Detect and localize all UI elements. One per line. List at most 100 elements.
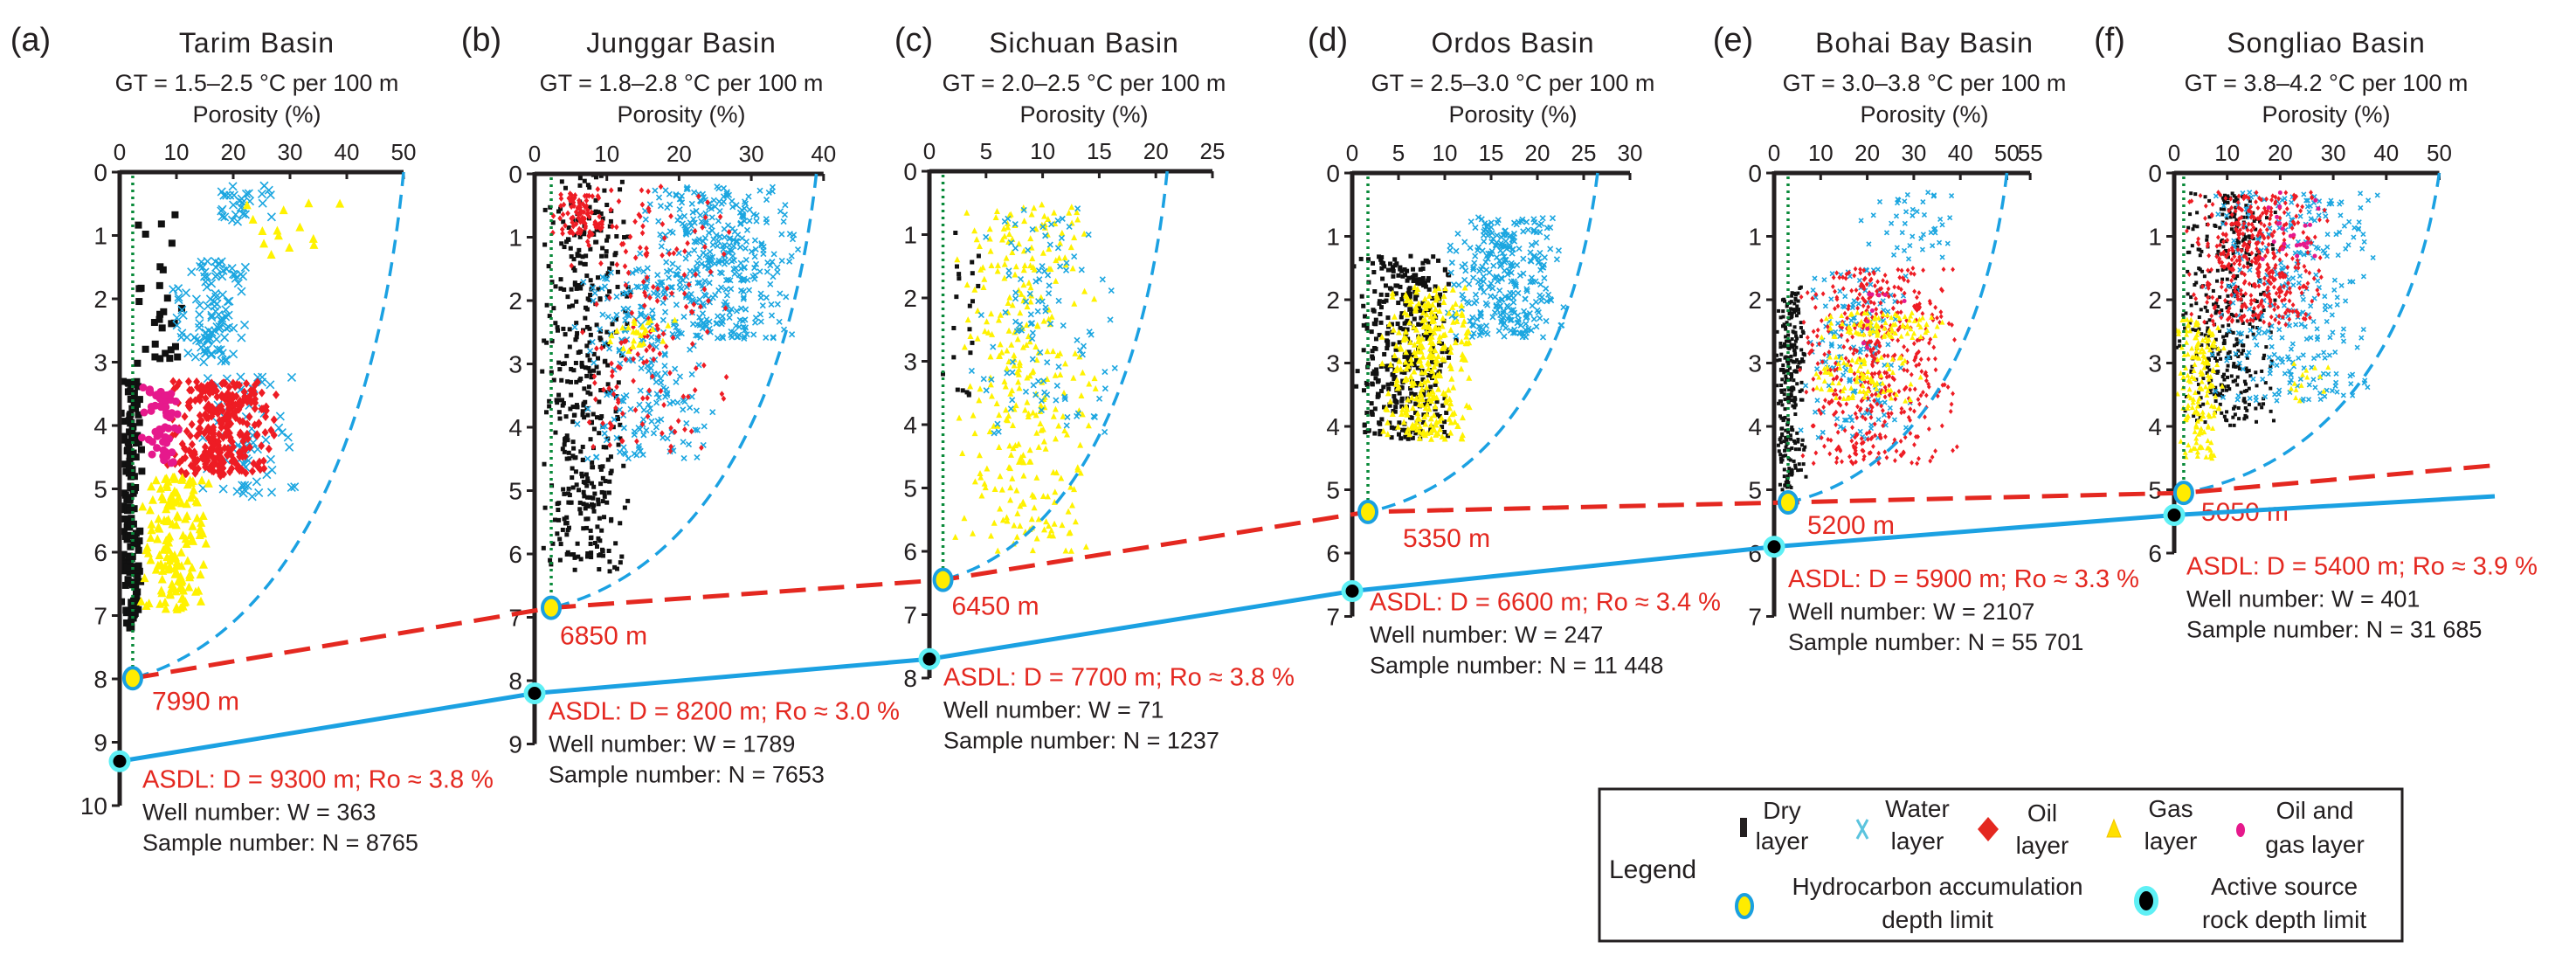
oil-layer-point	[1952, 336, 1957, 343]
dry-layer-point	[1778, 357, 1782, 362]
water-layer-point	[636, 401, 643, 408]
gas-layer-point	[1425, 365, 1432, 372]
dry-layer-point	[1378, 363, 1384, 369]
water-layer-point	[1022, 388, 1030, 395]
water-layer-point	[1477, 310, 1484, 317]
oil-layer-point	[1799, 294, 1804, 300]
water-layer-point	[741, 264, 748, 272]
water-layer-point	[649, 307, 656, 315]
dry-layer-point	[582, 232, 587, 237]
oil-layer-point	[600, 419, 605, 426]
dry-layer-point	[130, 389, 138, 397]
dry-layer-point	[582, 494, 587, 499]
water-layer-point	[1882, 399, 1888, 405]
water-layer-point	[275, 412, 285, 421]
water-layer-point	[661, 370, 669, 377]
water-layer-point	[1042, 308, 1049, 315]
dry-layer-point	[1382, 405, 1387, 410]
water-layer-point	[1482, 329, 1489, 336]
gas-layer-point	[1829, 380, 1835, 386]
oil-layer-point	[623, 248, 629, 255]
gas-layer-point	[1432, 306, 1439, 313]
oil-layer-point	[698, 303, 703, 310]
dry-layer-point	[1779, 388, 1784, 392]
water-layer-point	[1920, 232, 1926, 238]
oilgas-layer-point	[155, 428, 163, 437]
gas-layer-point	[1019, 343, 1026, 350]
dry-layer-point	[571, 257, 577, 262]
dry-layer-point	[126, 496, 134, 504]
dry-layer-point	[586, 384, 591, 390]
dry-layer-point	[970, 271, 975, 276]
gas-layer-point	[631, 319, 638, 326]
water-layer-point	[728, 306, 735, 313]
gas-layer-point	[171, 552, 181, 562]
gas-layer-point	[1032, 343, 1039, 350]
gas-layer-point	[1426, 335, 1433, 342]
oil-layer-point	[1827, 399, 1832, 405]
gas-layer-point	[1052, 371, 1059, 378]
dry-layer-point	[600, 343, 605, 349]
dry-layer-point	[1784, 327, 1788, 331]
water-layer-point	[789, 331, 796, 338]
gas-layer-point	[176, 561, 186, 571]
oil-layer-point	[1884, 370, 1889, 376]
water-layer-point	[674, 265, 681, 272]
dry-layer-point	[1377, 420, 1382, 426]
oil-layer-point	[651, 356, 657, 363]
dry-layer-point	[574, 335, 579, 340]
oil-layer-point	[642, 302, 647, 309]
water-layer-point	[1079, 351, 1086, 358]
dry-layer-point	[1377, 332, 1382, 337]
dry-layer-point	[1793, 308, 1798, 312]
gas-layer-point	[977, 385, 984, 392]
water-layer-point	[674, 328, 681, 335]
oil-layer-point	[1844, 401, 1849, 407]
oil-layer-point	[590, 231, 595, 238]
dry-layer-point	[575, 252, 580, 257]
gas-layer-point	[1015, 240, 1022, 247]
dry-layer-point	[1442, 429, 1447, 434]
oil-layer-point	[1872, 421, 1877, 427]
water-layer-point	[1798, 427, 1804, 433]
oil-layer-point	[1850, 334, 1855, 340]
dry-layer-point	[574, 321, 579, 326]
water-layer-point	[1482, 259, 1489, 266]
gas-layer-point	[631, 337, 638, 344]
oil-layer-point	[1849, 287, 1854, 294]
dry-layer-point	[594, 239, 599, 245]
water-layer-point	[788, 253, 795, 260]
gas-layer-point	[986, 225, 993, 232]
water-layer-point	[1834, 416, 1840, 422]
water-layer-point	[1059, 215, 1066, 222]
dry-layer-point	[597, 516, 602, 521]
dry-layer-point	[1796, 439, 1800, 444]
dry-layer-point	[1378, 292, 1384, 297]
water-layer-point	[240, 210, 251, 219]
water-layer-point	[701, 262, 708, 270]
dry-layer-point	[584, 324, 590, 329]
dry-layer-point	[1377, 254, 1382, 260]
water-layer-point	[666, 228, 673, 235]
gas-layer-point	[242, 200, 252, 210]
oil-layer-point	[1899, 287, 1903, 293]
water-layer-point	[1102, 385, 1108, 392]
x-tick-label: 0	[114, 139, 126, 165]
water-layer-point	[1822, 303, 1828, 309]
gas-layer-point	[1020, 472, 1027, 479]
oil-layer-point	[1820, 291, 1826, 297]
water-layer-point	[603, 437, 610, 444]
water-layer-point	[715, 287, 722, 294]
water-layer-point	[239, 485, 249, 495]
gas-layer-point	[1053, 277, 1060, 284]
dry-layer-point	[599, 489, 604, 495]
dry-layer-point	[121, 460, 129, 468]
water-layer-point	[701, 423, 708, 430]
gas-layer-point	[976, 397, 983, 404]
gas-layer-point	[1004, 219, 1011, 226]
panel-title: Junggar Basin	[586, 27, 777, 59]
gas-layer-point	[987, 381, 994, 388]
oil-layer-point	[244, 419, 252, 429]
dry-layer-point	[553, 321, 558, 326]
oil-layer-point	[1867, 271, 1872, 277]
